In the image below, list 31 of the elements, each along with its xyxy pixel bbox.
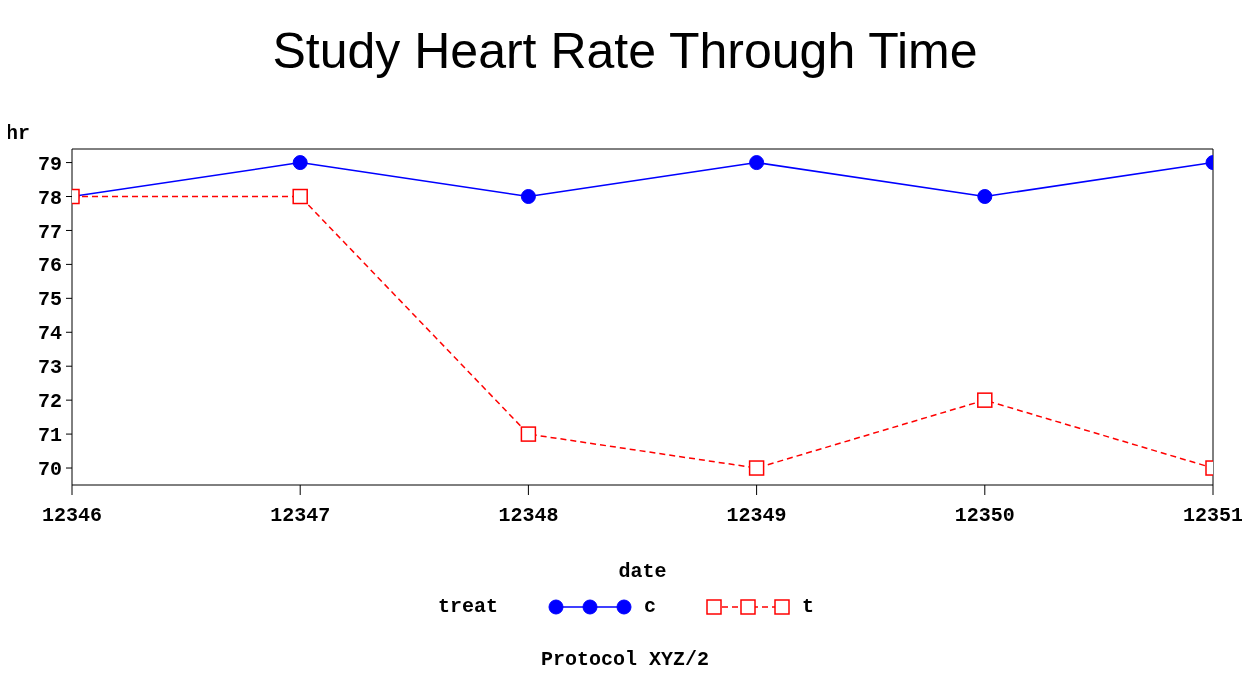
chart-title: Study Heart Rate Through Time [271,22,979,81]
x-tick-label: 12349 [726,504,787,528]
x-axis-title: date [618,560,667,583]
y-axis-title: hr [5,122,31,145]
x-tick-label: 12346 [41,504,103,528]
x-tick-label: 12348 [498,504,559,528]
legend-label: c [643,595,656,618]
point [977,392,993,408]
legend-title: treat [437,595,498,618]
point [749,155,765,171]
point [292,188,308,205]
point [520,426,537,442]
y-tick-label: 76 [37,254,62,278]
x-tick-label: 12350 [954,504,1015,528]
point [977,189,993,205]
y-tick-label: 78 [37,186,62,210]
legend-label: t [802,595,815,618]
x-tick-label: 12347 [270,504,331,528]
y-tick-label: 77 [37,220,62,244]
y-tick-label: 73 [37,356,62,380]
y-tick-label: 70 [37,458,62,482]
y-tick-label: 71 [37,424,62,448]
y-tick-label: 75 [37,288,62,312]
point [748,460,765,476]
y-tick-label: 79 [37,152,62,176]
x-tick-label: 12351 [1182,504,1244,528]
point [292,155,308,171]
text: Protocol XYZ/2 [540,648,710,671]
point [520,189,536,205]
y-tick-label: 74 [37,322,62,346]
y-tick-label: 72 [37,390,62,414]
